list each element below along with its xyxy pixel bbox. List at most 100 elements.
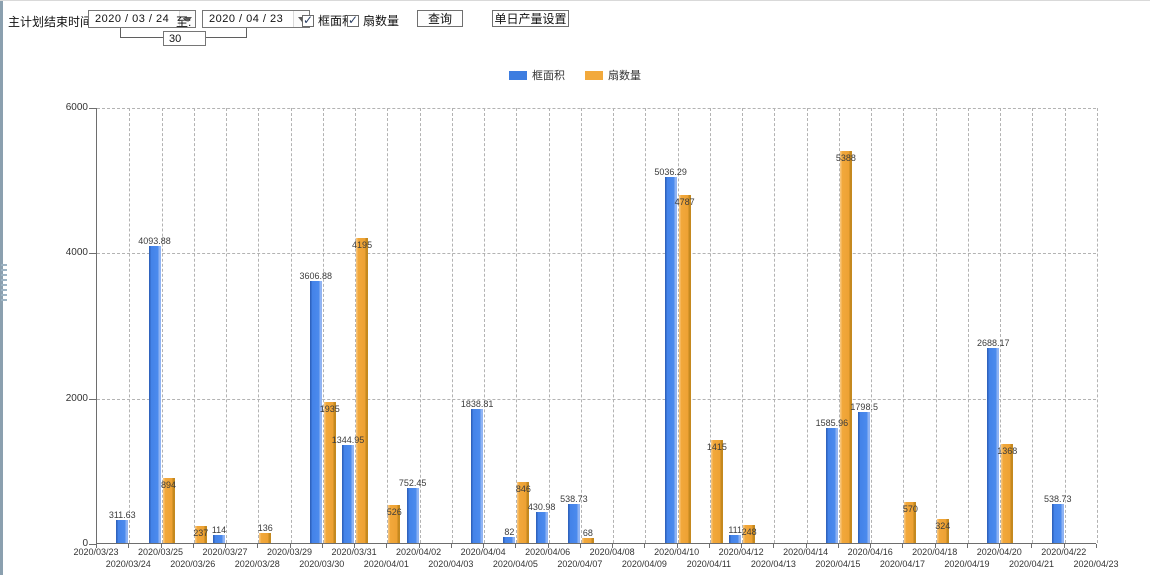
x-gridline bbox=[322, 108, 324, 543]
x-axis-tick-label: 2020/03/25 bbox=[137, 547, 184, 557]
bar-frame-area bbox=[987, 348, 1000, 543]
x-axis-tick bbox=[483, 544, 485, 548]
date-from-picker[interactable]: 2020 / 03 / 24 bbox=[88, 10, 196, 28]
x-axis-tick bbox=[515, 544, 517, 548]
bracket-line-right bbox=[205, 28, 247, 38]
x-axis-tick-label: 2020/04/18 bbox=[912, 547, 958, 557]
x-axis-tick-label: 2020/04/06 bbox=[525, 547, 571, 557]
x-axis-tick-label: 2020/04/11 bbox=[686, 559, 732, 569]
y-axis-tick bbox=[89, 108, 96, 109]
end-time-label: 主计划结束时间: bbox=[8, 15, 96, 29]
x-axis-tick bbox=[837, 544, 839, 548]
bar-frame-area bbox=[858, 412, 871, 543]
x-gridline bbox=[806, 108, 808, 543]
bar-value-label: 68 bbox=[582, 528, 593, 538]
bar-sash-count bbox=[904, 502, 917, 543]
x-axis-tick bbox=[289, 544, 291, 548]
x-gridline bbox=[419, 108, 421, 543]
bar-value-label: 136 bbox=[257, 523, 273, 533]
x-axis-tick-label: 2020/04/21 bbox=[1008, 559, 1054, 569]
x-gridline bbox=[484, 108, 486, 543]
checkbox-sash-count[interactable]: 扇数量 bbox=[347, 12, 399, 29]
x-gridline bbox=[967, 108, 969, 543]
legend-swatch-icon bbox=[585, 70, 603, 80]
x-gridline bbox=[838, 108, 840, 543]
checkbox-icon[interactable] bbox=[347, 13, 359, 27]
x-axis-tick bbox=[676, 544, 678, 548]
x-axis-tick bbox=[386, 544, 388, 548]
x-axis-tick-label: 2020/03/23 bbox=[73, 547, 119, 557]
x-gridline bbox=[1032, 108, 1034, 543]
x-axis-tick-label: 2020/04/02 bbox=[396, 547, 442, 557]
bar-value-label: 1838.81 bbox=[460, 399, 494, 409]
bar-frame-area bbox=[1051, 504, 1064, 543]
bar-value-label: 752.45 bbox=[398, 478, 427, 488]
x-axis-tick-label: 2020/04/19 bbox=[944, 559, 990, 569]
y-axis-tick-label: 4000 bbox=[65, 247, 88, 259]
bar-frame-area bbox=[342, 445, 355, 543]
x-gridline bbox=[516, 108, 518, 543]
y-axis-tick-label: 2000 bbox=[65, 392, 88, 404]
x-gridline bbox=[161, 108, 163, 543]
checkbox-icon[interactable] bbox=[302, 13, 314, 27]
to-label: 至: bbox=[176, 15, 192, 29]
x-axis-tick bbox=[1031, 544, 1033, 548]
query-button[interactable]: 查询 bbox=[417, 10, 463, 27]
span-days-input[interactable]: 30 bbox=[163, 31, 206, 46]
checkbox-frame-area[interactable]: 框面积 bbox=[302, 12, 354, 29]
x-axis-tick bbox=[870, 544, 872, 548]
x-gridline bbox=[742, 108, 744, 543]
x-axis-tick bbox=[708, 544, 710, 548]
x-axis-tick-label: 2020/03/29 bbox=[267, 547, 313, 557]
legend-item-0: 框面积 bbox=[509, 67, 565, 83]
date-to-picker[interactable]: 2020 / 04 / 23 bbox=[202, 10, 310, 28]
chevron-down-icon bbox=[183, 16, 192, 22]
checkbox-sash-count-label: 扇数量 bbox=[363, 14, 400, 28]
bar-frame-area bbox=[503, 537, 516, 543]
x-gridline bbox=[645, 108, 647, 543]
daily-output-settings-button[interactable]: 单日产量设置 bbox=[492, 10, 569, 27]
bar-value-label: 4195 bbox=[352, 240, 373, 250]
bar-value-label: 526 bbox=[386, 507, 402, 517]
x-axis-tick-label: 2020/04/01 bbox=[363, 559, 409, 569]
bar-value-label: 1368 bbox=[997, 446, 1018, 456]
splitter-handle-icon[interactable] bbox=[1, 264, 7, 304]
x-axis-tick bbox=[579, 544, 581, 548]
x-axis-tick-label: 2020/04/17 bbox=[879, 559, 925, 569]
x-axis-tick bbox=[96, 544, 97, 548]
bar-value-label: 4093.88 bbox=[138, 236, 171, 246]
x-axis-tick-label: 2020/04/16 bbox=[847, 547, 893, 557]
x-axis-tick bbox=[354, 544, 356, 548]
x-gridline bbox=[387, 108, 389, 543]
x-axis-tick bbox=[1063, 544, 1065, 548]
x-axis-tick bbox=[612, 544, 614, 548]
bar-value-label: 1798.5 bbox=[850, 402, 878, 412]
bar-frame-area bbox=[213, 535, 226, 543]
bar-value-label: 324 bbox=[935, 521, 951, 531]
x-axis-tick-label: 2020/03/31 bbox=[331, 547, 377, 557]
date-from-value: 2020 / 03 / 24 bbox=[95, 13, 170, 25]
date-to-value: 2020 / 04 / 23 bbox=[209, 13, 284, 25]
x-axis-tick-label: 2020/04/20 bbox=[976, 547, 1022, 557]
legend-item-1: 扇数量 bbox=[585, 67, 641, 83]
x-axis-tick bbox=[418, 544, 420, 548]
x-axis-tick-label: 2020/04/12 bbox=[718, 547, 764, 557]
x-gridline bbox=[258, 108, 260, 543]
bar-value-label: 846 bbox=[515, 484, 531, 494]
x-gridline bbox=[129, 108, 131, 543]
bar-frame-area bbox=[148, 246, 161, 543]
bar-value-label: 570 bbox=[902, 504, 918, 514]
bar-value-label: 3606.88 bbox=[299, 271, 333, 281]
x-gridline bbox=[774, 108, 776, 543]
y-gridline bbox=[97, 253, 1096, 255]
x-axis-tick-label: 2020/04/04 bbox=[460, 547, 506, 557]
y-gridline bbox=[97, 398, 1096, 400]
x-gridline bbox=[1000, 108, 1002, 543]
bar-value-label: 311.63 bbox=[108, 510, 136, 520]
x-gridline bbox=[580, 108, 582, 543]
chart-legend: 框面积 扇数量 bbox=[509, 67, 641, 83]
x-gridline bbox=[451, 108, 453, 543]
date-from-dropdown-button[interactable] bbox=[179, 11, 195, 27]
legend-swatch-icon bbox=[509, 70, 527, 80]
bracket-line-left bbox=[120, 28, 164, 38]
